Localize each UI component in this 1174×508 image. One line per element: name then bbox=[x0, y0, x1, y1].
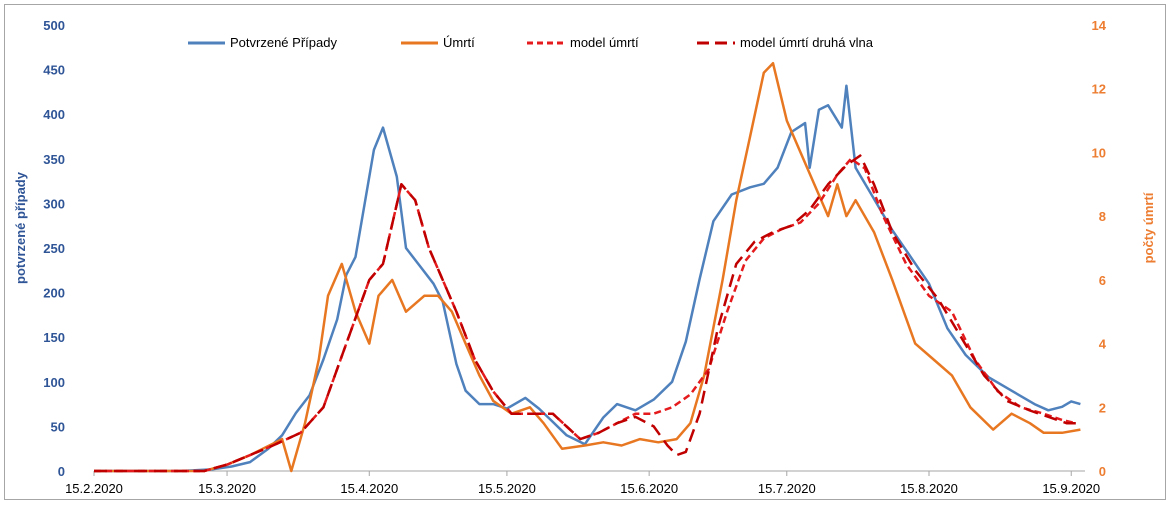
right-y-tick-label: 14 bbox=[1092, 18, 1107, 33]
left-axis-title: potvrzené případy bbox=[13, 171, 28, 284]
right-y-tick-label: 2 bbox=[1099, 400, 1106, 415]
left-y-tick-label: 400 bbox=[43, 107, 65, 122]
left-y-tick-label: 250 bbox=[43, 241, 65, 256]
legend-label-model-umrti: model úmrtí bbox=[570, 35, 639, 50]
left-y-tick-label: 300 bbox=[43, 196, 65, 211]
x-tick-label: 15.2.2020 bbox=[65, 481, 123, 496]
right-y-tick-label: 4 bbox=[1099, 337, 1107, 352]
left-y-tick-label: 350 bbox=[43, 152, 65, 167]
legend-label-model-umrti-druha-vlna: model úmrtí druhá vlna bbox=[740, 35, 874, 50]
x-tick-label: 15.6.2020 bbox=[620, 481, 678, 496]
series-line-model-umrti bbox=[94, 157, 1077, 473]
legend-item-umrti: Úmrtí bbox=[401, 35, 475, 50]
left-y-tick-label: 200 bbox=[43, 286, 65, 301]
left-y-tick-label: 150 bbox=[43, 330, 65, 345]
right-y-tick-label: 6 bbox=[1099, 273, 1106, 288]
x-tick-label: 15.5.2020 bbox=[478, 481, 536, 496]
x-tick-label: 15.3.2020 bbox=[198, 481, 256, 496]
legend-item-potvrzene-pripady: Potvrzené Případy bbox=[188, 35, 337, 50]
x-ticks: 15.2.2020 15.3.2020 15.4.2020 15.5.2020 15.6… bbox=[65, 471, 1100, 496]
right-axis-title: počty úmrtí bbox=[1141, 192, 1156, 263]
left-y-tick-label: 500 bbox=[43, 18, 65, 33]
x-tick-label: 15.7.2020 bbox=[758, 481, 816, 496]
left-y-tick-label: 450 bbox=[43, 63, 65, 78]
legend-item-model-umrti-druha-vlna: model úmrtí druhá vlna bbox=[697, 35, 874, 50]
chart-frame: 0 50 100 150 200 250 300 350 400 450 500 0 2 4 6 8 10 12… bbox=[4, 4, 1166, 500]
right-y-tick-label: 0 bbox=[1099, 464, 1106, 479]
right-y-tick-label: 10 bbox=[1092, 145, 1106, 160]
x-tick-label: 15.9.2020 bbox=[1042, 481, 1100, 496]
left-y-ticks: 0 50 100 150 200 250 300 350 400 450 500 bbox=[43, 18, 65, 479]
legend: Potvrzené Případy Úmrtí model úmrtí mode… bbox=[188, 35, 874, 50]
legend-label-umrti: Úmrtí bbox=[443, 35, 475, 50]
left-y-tick-label: 0 bbox=[58, 464, 65, 479]
left-y-tick-label: 50 bbox=[51, 419, 65, 434]
right-y-tick-label: 8 bbox=[1099, 209, 1106, 224]
right-y-tick-label: 12 bbox=[1092, 82, 1106, 97]
series-line-umrti bbox=[94, 61, 1081, 473]
right-y-ticks: 0 2 4 6 8 10 12 14 bbox=[1092, 18, 1107, 479]
series-layer bbox=[94, 61, 1081, 473]
line-chart: 0 50 100 150 200 250 300 350 400 450 500 0 2 4 6 8 10 12… bbox=[13, 18, 1156, 496]
legend-item-model-umrti: model úmrtí bbox=[527, 35, 639, 50]
series-line-potvrzene-pripady bbox=[94, 84, 1081, 473]
x-tick-label: 15.4.2020 bbox=[340, 481, 398, 496]
legend-label-potvrzene-pripady: Potvrzené Případy bbox=[230, 35, 337, 50]
x-tick-label: 15.8.2020 bbox=[900, 481, 958, 496]
left-y-tick-label: 100 bbox=[43, 375, 65, 390]
series-line-model-umrti-druha-vlna bbox=[94, 154, 1076, 473]
